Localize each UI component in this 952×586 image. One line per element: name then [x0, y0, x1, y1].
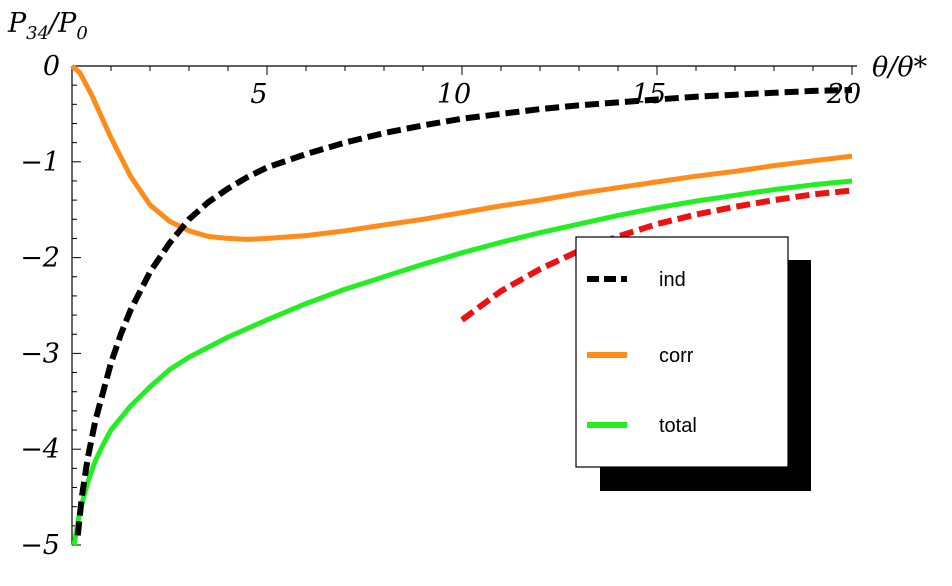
series-asymptote-line	[460, 187, 853, 323]
series-layer	[70, 64, 853, 546]
tick-labels: 5 10 15 20 0 −1 −2 −3 −4 −5	[20, 51, 861, 561]
legend-label-total: total	[659, 415, 697, 437]
y-axis-title-sep: /P	[46, 8, 77, 39]
y-tick-label: −3	[20, 338, 60, 369]
y-tick-label: −4	[20, 434, 60, 465]
x-tick-label: 15	[632, 79, 666, 110]
y-axis-title-base: P	[7, 8, 27, 39]
x-tick-label: 10	[437, 79, 471, 110]
x-tick-label: 5	[250, 79, 267, 110]
series-ind-line	[74, 87, 853, 536]
x-tick-label: 20	[826, 79, 861, 110]
y-axis-title-sub: 34	[26, 23, 49, 44]
y-tick-label: −2	[20, 243, 60, 274]
legend: ind corr total	[575, 236, 811, 491]
legend-label-ind: ind	[659, 269, 686, 291]
y-tick-label: −5	[20, 530, 60, 561]
ticks	[72, 66, 853, 546]
y-axis-title-sub2: 0	[76, 23, 87, 44]
x-axis-title: θ/θ*	[872, 52, 928, 83]
series-total-line	[71, 178, 853, 546]
y-axis-title: P34/P0	[7, 8, 88, 44]
y-tick-label: 0	[43, 51, 60, 82]
y-tick-label: −1	[20, 147, 60, 178]
legend-label-corr: corr	[659, 345, 694, 367]
series-corr-line	[70, 64, 853, 242]
